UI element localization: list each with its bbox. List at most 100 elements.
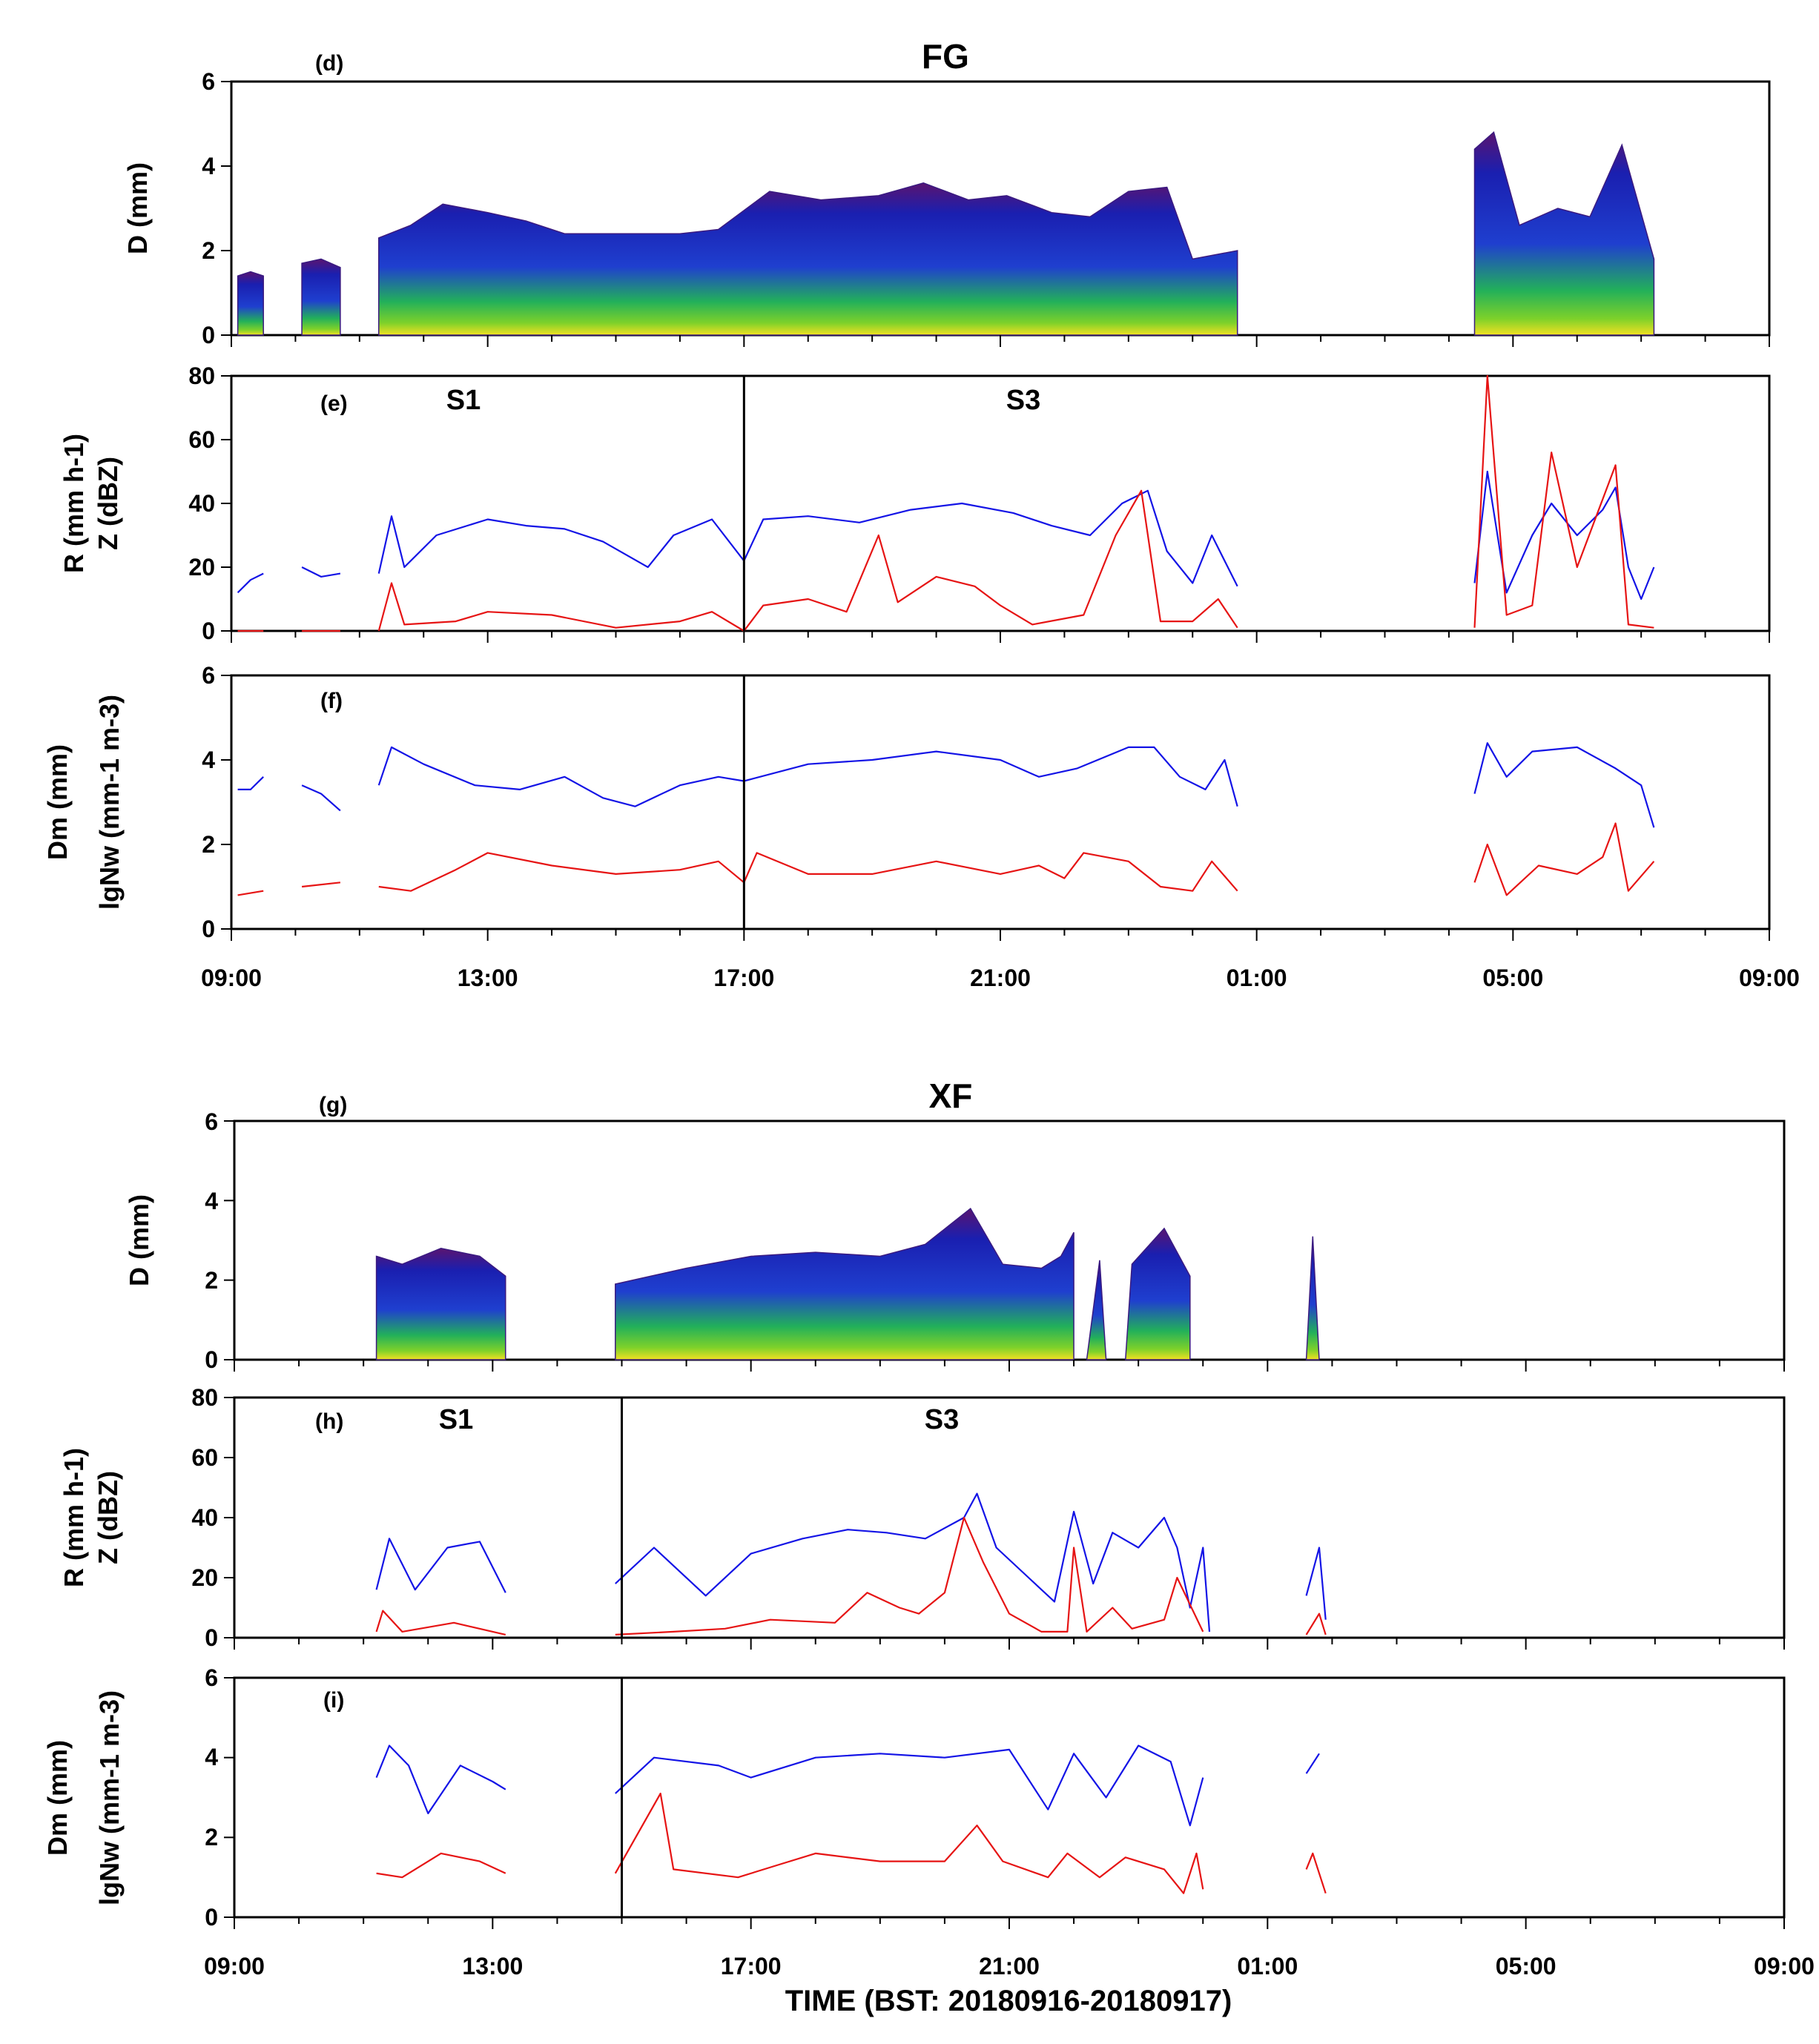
panel-e-ytick-20: 20: [188, 554, 215, 581]
panel-e-stage-s3: S3: [1006, 385, 1040, 416]
xtick-label: 09:00: [1754, 1953, 1815, 1979]
xf-xtick-labels: 09:00 13:00 17:00 21:00 01:00 05:00 09:00: [204, 1953, 1815, 1979]
panel-d-xtick-marks: [221, 81, 1770, 347]
panel-i-frame: [233, 1676, 1786, 1919]
xtick-label: 13:00: [462, 1953, 523, 1979]
panel-f-ytick-0: 0: [202, 916, 215, 942]
dsd-envelope: [1124, 1227, 1191, 1360]
panel-h: (h) S1 S3 0 20 40 60 80 R (mm h-1) Z (dB…: [59, 1384, 1786, 1651]
panel-i-ylabel-dm: Dm (mm): [42, 1740, 73, 1856]
panel-h-yticks: 0 20 40 60 80: [191, 1384, 218, 1651]
panel-i-xtick-marks: [224, 1677, 1785, 1929]
series-line-lgnw: [1473, 822, 1655, 896]
panel-f-lines: [237, 675, 1655, 929]
series-line-lgnw: [1305, 1852, 1327, 1894]
xtick-label: 05:00: [1496, 1953, 1556, 1979]
xtick-label: 17:00: [713, 965, 774, 991]
series-line-z: [1473, 470, 1655, 601]
panel-i-lines: [375, 1678, 1327, 1917]
panel-g-xtick-marks: [224, 1120, 1785, 1372]
panel-d-ytick-4: 4: [202, 153, 215, 179]
panel-i: (i) 0 2 4 6 Dm (mm) lgNw (mm-1 m-3): [42, 1664, 1786, 1931]
panel-e-ylabel-z: Z (dBZ): [93, 457, 123, 550]
panel-f-ylabel-nw: lgNw (mm-1 m-3): [94, 695, 125, 910]
panel-g-tag: (g): [319, 1093, 347, 1117]
panel-h-xtick-marks: [224, 1397, 1785, 1650]
station-title-fg: FG: [922, 37, 969, 76]
dsd-envelope: [378, 182, 1238, 336]
panel-g-ytick-0: 0: [205, 1346, 218, 1373]
panel-d-ylabel: D (mm): [122, 162, 153, 254]
xtick-label: 21:00: [979, 1953, 1040, 1979]
series-line-z: [1305, 1547, 1327, 1620]
dsd-envelope: [301, 258, 341, 336]
series-line-z: [237, 572, 264, 594]
panel-e-ytick-60: 60: [188, 426, 215, 453]
panel-h-ytick-20: 20: [191, 1564, 218, 1591]
panel-h-ytick-60: 60: [191, 1444, 218, 1471]
series-line-z: [615, 1492, 1211, 1632]
panel-g-ylabel: D (mm): [124, 1194, 154, 1286]
panel-e-ylabel-r: R (mm h-1): [59, 434, 89, 573]
xtick-label: 09:00: [1739, 965, 1800, 991]
panel-i-ytick-0: 0: [205, 1904, 218, 1931]
group-fg: FG (d) 0 2 4 6 D (mm) (e) S1 S3 0 20 4: [42, 37, 1800, 991]
dsd-envelope: [1086, 1260, 1107, 1360]
panel-f-ytick-2: 2: [202, 831, 215, 858]
series-line-dm: [1305, 1753, 1320, 1774]
xtick-label: 09:00: [204, 1953, 265, 1979]
panel-d-ytick-0: 0: [202, 322, 215, 348]
series-line-dm: [237, 776, 264, 790]
series-line-dm: [1473, 742, 1655, 828]
xtick-label: 21:00: [970, 965, 1031, 991]
xtick-label: 05:00: [1482, 965, 1543, 991]
panel-e-lines: [237, 374, 1655, 632]
panel-i-ytick-2: 2: [205, 1824, 218, 1850]
xtick-label: 17:00: [721, 1953, 782, 1979]
series-line-z: [377, 489, 1238, 587]
panel-h-tag: (h): [315, 1409, 343, 1434]
panel-f-xtick-marks: [221, 675, 1770, 941]
xtick-label: 09:00: [201, 965, 262, 991]
panel-f-tag: (f): [320, 689, 343, 713]
panel-i-ylabel-nw: lgNw (mm-1 m-3): [94, 1690, 125, 1905]
panel-e-ytick-0: 0: [202, 618, 215, 644]
station-title-xf: XF: [929, 1076, 973, 1115]
dsd-envelope: [237, 271, 264, 336]
panel-g-yticks: 0 2 4 6: [205, 1108, 218, 1373]
panel-g-ytick-6: 6: [205, 1108, 218, 1135]
x-axis-title: TIME (BST: 20180916-20180917): [785, 1985, 1232, 2017]
panel-h-ylabel-z: Z (dBZ): [93, 1471, 123, 1564]
panel-g-ytick-4: 4: [205, 1188, 218, 1214]
series-line-z: [301, 566, 341, 578]
panel-g: (g) 0 2 4 6 D (mm): [124, 1093, 1786, 1373]
panel-e-ytick-40: 40: [188, 490, 215, 517]
panel-g-heatmap: [375, 1207, 1320, 1360]
series-line-lgnw: [376, 1852, 506, 1879]
xtick-label: 01:00: [1227, 965, 1287, 991]
series-line-r: [1305, 1613, 1327, 1635]
panel-d-tag: (d): [315, 51, 343, 76]
dsd-envelope: [615, 1207, 1074, 1360]
panel-i-ytick-6: 6: [205, 1664, 218, 1691]
panel-d: (d) 0 2 4 6 D (mm): [122, 51, 1771, 348]
panel-f-yticks: 0 2 4 6: [202, 662, 215, 942]
panel-h-ylabel-r: R (mm h-1): [59, 1448, 89, 1587]
panel-d-yticks: 0 2 4 6: [202, 68, 215, 348]
panel-f-ytick-6: 6: [202, 662, 215, 689]
panel-h-ytick-40: 40: [191, 1504, 218, 1531]
panel-e-yticks: 0 20 40 60 80: [188, 363, 215, 644]
fg-xtick-labels: 09:00 13:00 17:00 21:00 01:00 05:00 09:00: [201, 965, 1800, 991]
series-line-lgnw: [301, 882, 341, 888]
panel-f: (f) 0 2 4 6 Dm (mm) lgNw (mm-1 m-3): [42, 662, 1771, 942]
panel-e-xtick-marks: [221, 375, 1770, 643]
series-line-dm: [301, 784, 341, 812]
series-line-r: [375, 1610, 506, 1635]
panel-g-ytick-2: 2: [205, 1267, 218, 1294]
panel-i-ytick-4: 4: [205, 1744, 218, 1770]
panel-h-stage-s3: S3: [925, 1404, 959, 1435]
group-xf: XF (g) 0 2 4 6 D (mm) (h) S1 S3 0 20 4: [42, 1076, 1815, 1979]
panel-d-ytick-2: 2: [202, 237, 215, 264]
series-line-dm: [375, 1744, 506, 1815]
